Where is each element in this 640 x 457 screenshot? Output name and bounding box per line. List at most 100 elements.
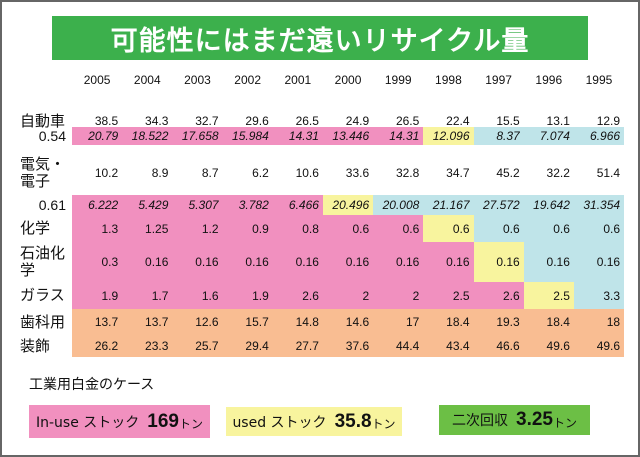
year-header: 1999 [384,73,412,87]
table-cell: 18.4 [423,309,474,335]
table-cell: 14.6 [322,309,374,335]
table-cell: 13.446 [322,127,374,145]
box-unit: トン [552,415,577,430]
table-cell: 15.5 [496,114,520,128]
table-cell: 0.16 [373,242,424,282]
table-cell: 0.6 [373,215,424,242]
table-cell: 3.782 [222,195,273,215]
table-cell: 8.7 [201,166,219,180]
table-cell: 1.2 [172,215,223,242]
row-label: 歯科用 [20,312,66,331]
table-cell: 34.3 [145,114,169,128]
box-unit: トン [178,417,203,431]
table-cell: 0.6 [423,215,474,242]
table-cell: 6.466 [272,195,323,215]
table-cell: 0.16 [272,242,323,282]
table-cell: 17 [373,309,424,335]
table-cell: 12.096 [423,127,474,145]
table-cell: 13.7 [72,309,123,335]
table-cell: 43.4 [423,335,474,357]
table-cell: 37.6 [322,335,374,357]
box-value: 3.25 [516,409,553,430]
table-row: 石油化 学 0.3 0.16 0.16 0.16 0.16 0.16 0.16 0.16 0.16… [2,242,638,282]
table-cell: 1.25 [122,215,173,242]
box-label: 二次回収 [452,413,508,429]
table-cell: 12.6 [172,309,223,335]
table-cell: 2.5 [523,282,574,309]
row-label: 0.61 [38,196,66,213]
table-cell: 3.3 [573,282,625,309]
table-cell: 0.16 [172,242,223,282]
slide-title: 可能性にはまだ遠いリサイクル量 [52,16,588,60]
table-cell: 0.16 [322,242,374,282]
box-label: In-use ストック [35,414,140,431]
table-cell: 18 [573,309,625,335]
table-cell: 0.16 [473,242,524,282]
table-cell: 1.3 [72,215,123,242]
table-cell: 20.79 [72,127,123,145]
table-cell: 44.4 [373,335,424,357]
table-cell: 14.31 [272,127,323,145]
table-cell: 0.16 [423,242,474,282]
table-cell: 31.354 [573,195,625,215]
table-cell: 1.9 [72,282,123,309]
secondary-recovery-box: 二次回収 3.25 トン [439,405,590,435]
table-row: 化学 1.3 1.25 1.2 0.9 0.8 0.6 0.6 0.6 0.6 0.6 0.6 [2,215,638,242]
table-cell: 13.1 [546,114,570,128]
table-row: 装飾 26.2 23.3 25.7 29.4 27.7 37.6 44.4 43.4 46.6 49… [2,335,638,357]
table-cell: 14.8 [272,309,323,335]
table-cell: 1.9 [222,282,273,309]
table-cell: 0.16 [122,242,173,282]
table-cell: 0.3 [72,242,123,282]
table-cell: 26.2 [72,335,123,357]
table-cell: 27.572 [473,195,524,215]
table-cell: 26.5 [295,114,319,128]
used-stock-box: used ストック 35.8 トン [226,407,402,436]
table-cell: 2 [373,282,424,309]
table-cell: 2.5 [423,282,474,309]
table-cell: 0.9 [222,215,273,242]
table-cell: 15.984 [222,127,273,145]
table-cell: 33.6 [345,166,370,180]
table-cell: 51.4 [596,166,621,180]
table-cell: 0.16 [523,242,574,282]
table-cell: 13.7 [122,309,173,335]
table-cell: 0.6 [473,215,524,242]
row-label: 装飾 [20,336,51,355]
table-cell: 45.2 [496,166,520,180]
in-use-stock-box: In-use ストック 169 トン [29,405,210,438]
box-value: 169 [147,410,179,432]
row-label: 0.54 [38,127,66,144]
year-header: 2003 [184,73,211,87]
table-cell: 27.7 [272,335,323,357]
table-cell: 29.4 [222,335,273,357]
table-cell: 25.7 [172,335,223,357]
row-label: 石油化 学 [20,244,66,279]
box-value: 35.8 [334,410,372,432]
table-cell: 6.966 [573,127,625,145]
table-cell: 32.7 [195,114,219,128]
table-cell: 22.4 [446,114,470,128]
table-cell: 10.2 [94,166,119,180]
table-cell: 10.6 [295,166,319,180]
year-header: 2001 [284,73,312,87]
table-cell: 14.31 [373,127,424,145]
row-label: 電気・ 電子 [20,155,66,190]
table-cell: 49.6 [523,335,574,357]
table-cell: 32.8 [395,166,420,180]
table-row: ガラス 1.9 1.7 1.6 1.9 2.6 2 2 2.5 2.6 2.5 3.3 [2,282,638,309]
table-cell: 0.16 [573,242,625,282]
table-cell: 8.37 [473,127,524,145]
box-unit: トン [371,417,396,431]
table-cell: 32.2 [546,166,570,180]
table-cell: 5.307 [172,195,223,215]
table-cell: 20.496 [322,195,374,215]
table-cell: 7.074 [523,127,574,145]
table-cell: 29.6 [245,114,269,128]
table-cell: 24.9 [345,114,370,128]
corner-blank [2,70,72,90]
table-cell: 1.6 [172,282,223,309]
table-cell: 8.9 [151,166,169,180]
year-header: 1998 [435,73,462,87]
